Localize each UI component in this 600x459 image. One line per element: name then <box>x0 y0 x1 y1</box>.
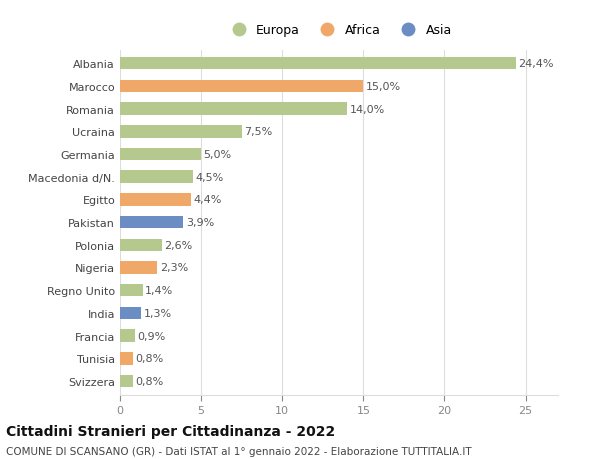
Bar <box>120 284 143 297</box>
Text: 2,3%: 2,3% <box>160 263 188 273</box>
Text: 0,8%: 0,8% <box>136 353 164 364</box>
Text: 2,6%: 2,6% <box>164 240 193 250</box>
Bar <box>120 375 133 387</box>
Bar <box>120 58 516 70</box>
Text: 14,0%: 14,0% <box>350 104 385 114</box>
Bar <box>120 239 162 252</box>
Text: 4,5%: 4,5% <box>196 172 224 182</box>
Bar <box>120 126 242 138</box>
Text: 5,0%: 5,0% <box>203 150 232 160</box>
Text: COMUNE DI SCANSANO (GR) - Dati ISTAT al 1° gennaio 2022 - Elaborazione TUTTITALI: COMUNE DI SCANSANO (GR) - Dati ISTAT al … <box>6 446 472 456</box>
Text: 15,0%: 15,0% <box>366 82 401 92</box>
Text: 0,8%: 0,8% <box>136 376 164 386</box>
Bar <box>120 194 191 206</box>
Bar <box>120 216 183 229</box>
Bar <box>120 307 141 319</box>
Bar <box>120 80 364 93</box>
Text: 4,4%: 4,4% <box>194 195 222 205</box>
Text: 7,5%: 7,5% <box>244 127 272 137</box>
Bar <box>120 330 134 342</box>
Text: 1,4%: 1,4% <box>145 285 173 296</box>
Bar <box>120 103 347 116</box>
Text: Cittadini Stranieri per Cittadinanza - 2022: Cittadini Stranieri per Cittadinanza - 2… <box>6 425 335 438</box>
Text: 3,9%: 3,9% <box>186 218 214 228</box>
Text: 0,9%: 0,9% <box>137 331 165 341</box>
Text: 24,4%: 24,4% <box>518 59 554 69</box>
Bar <box>120 352 133 365</box>
Bar <box>120 262 157 274</box>
Legend: Europa, Africa, Asia: Europa, Africa, Asia <box>221 19 457 42</box>
Text: 1,3%: 1,3% <box>143 308 172 318</box>
Bar <box>120 148 201 161</box>
Bar <box>120 171 193 184</box>
